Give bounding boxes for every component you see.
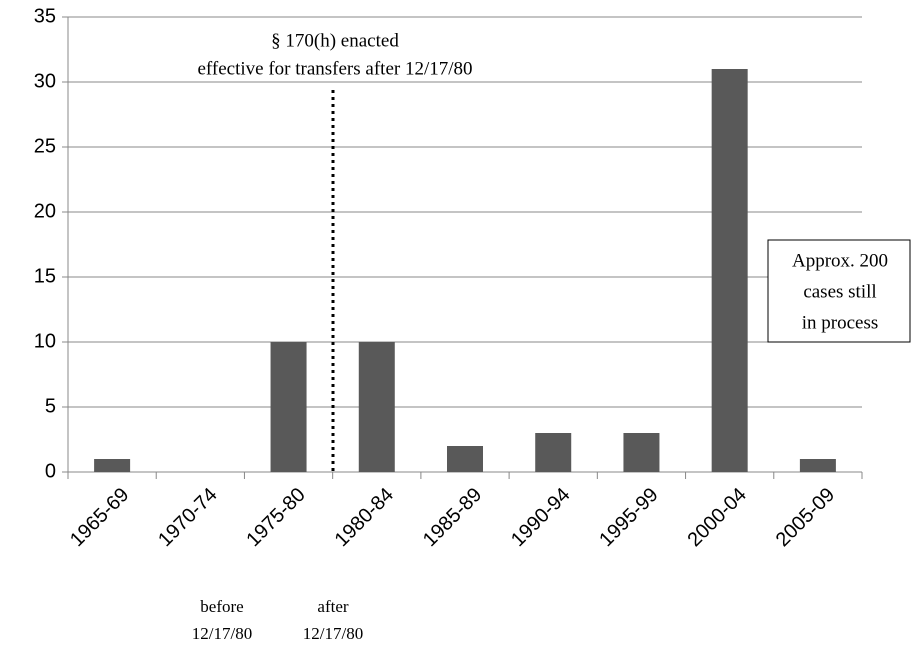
x-tick-label: 1995-99 <box>595 484 662 551</box>
bar <box>623 433 660 472</box>
x-tick-label: 2000-04 <box>683 484 750 551</box>
x-tick-label: 1980-84 <box>331 484 398 551</box>
y-tick-label: 0 <box>45 460 56 482</box>
bar <box>535 433 572 472</box>
y-tick-label: 35 <box>34 5 56 27</box>
bar <box>799 459 836 472</box>
y-tick-label: 5 <box>45 395 56 417</box>
y-tick-label: 20 <box>34 200 56 222</box>
x-tick-label: 1970-74 <box>154 484 221 551</box>
bar <box>270 342 307 472</box>
annotation: Approx. 200 <box>792 250 888 271</box>
x-tick-label: 1975-80 <box>242 484 309 551</box>
bar <box>358 342 395 472</box>
annotation: effective for transfers after 12/17/80 <box>197 58 472 79</box>
annotation: in process <box>802 312 879 333</box>
x-tick-label: 2005-09 <box>772 484 839 551</box>
bar <box>94 459 131 472</box>
x-tick-label: 1990-94 <box>507 484 574 551</box>
bar <box>711 69 748 472</box>
annotation: 12/17/80 <box>192 624 252 643</box>
y-tick-label: 10 <box>34 330 56 352</box>
x-tick-label: 1965-69 <box>66 484 133 551</box>
annotation-box <box>767 239 911 343</box>
annotation: after <box>317 597 348 616</box>
y-tick-label: 25 <box>34 135 56 157</box>
annotation: § 170(h) enacted <box>271 30 399 51</box>
annotation: before <box>200 597 243 616</box>
y-tick-label: 30 <box>34 70 56 92</box>
y-tick-label: 15 <box>34 265 56 287</box>
x-tick-label: 1985-89 <box>419 484 486 551</box>
bar <box>447 446 483 472</box>
annotation: cases still <box>803 281 876 302</box>
annotation: 12/17/80 <box>303 624 363 643</box>
